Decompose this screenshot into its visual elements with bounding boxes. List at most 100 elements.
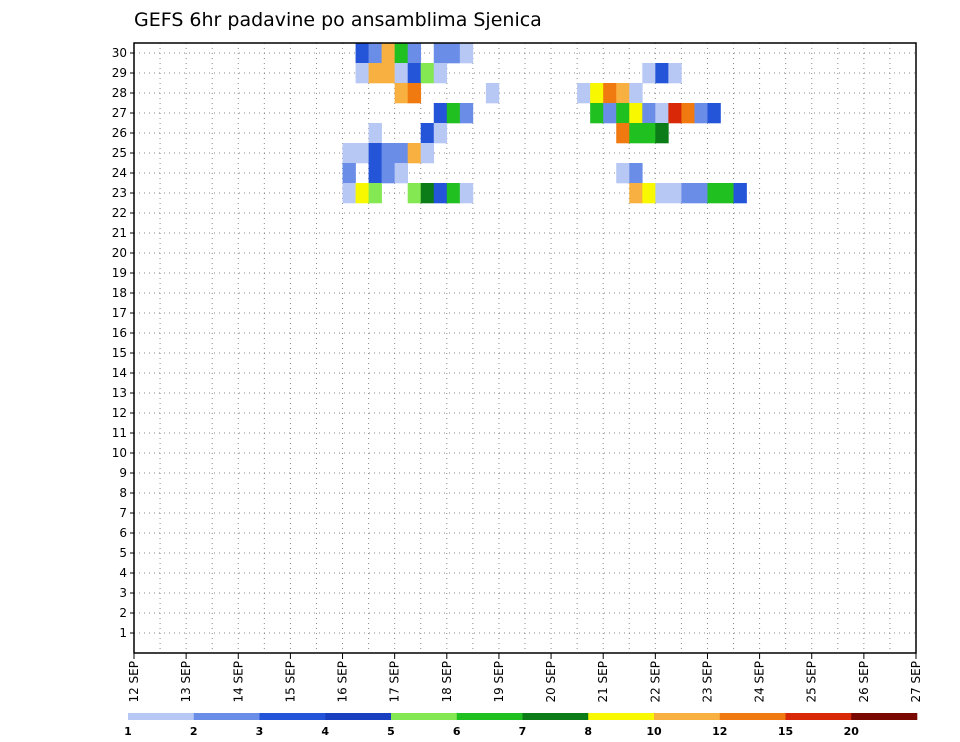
colorbar-label: 12 bbox=[712, 725, 727, 738]
x-tick-label: 27 SEP bbox=[909, 661, 923, 703]
heatmap-cell bbox=[459, 103, 474, 124]
x-tick-label: 19 SEP bbox=[492, 661, 506, 703]
heatmap-cell bbox=[407, 183, 422, 204]
heatmap-cell bbox=[420, 123, 435, 144]
heatmap-cell bbox=[642, 103, 656, 124]
y-tick-label: 30 bbox=[112, 46, 127, 60]
colorbar-label: 7 bbox=[519, 725, 527, 738]
heatmap-cell bbox=[394, 143, 408, 164]
y-tick-label: 19 bbox=[112, 266, 127, 280]
x-tick-label: 26 SEP bbox=[857, 661, 871, 703]
y-tick-label: 22 bbox=[112, 206, 127, 220]
heatmap-cell bbox=[342, 163, 356, 184]
heatmap-cell bbox=[446, 103, 461, 124]
heatmap-cell bbox=[616, 103, 630, 124]
x-tick-label: 13 SEP bbox=[179, 661, 193, 703]
heatmap-cell bbox=[603, 103, 617, 124]
heatmap-cell bbox=[381, 163, 395, 184]
colorbar: 1 2 3 4 5 6 7 8 10 12 15 20 bbox=[124, 713, 918, 738]
chart-title: GEFS 6hr padavine po ansamblima Sjenica bbox=[134, 9, 542, 31]
heatmap-cell bbox=[381, 43, 395, 64]
y-tick-label: 12 bbox=[112, 406, 127, 420]
y-tick-label: 10 bbox=[112, 446, 127, 460]
heatmap-cell bbox=[616, 163, 630, 184]
y-tick-label: 18 bbox=[112, 286, 127, 300]
colorbar-label: 1 bbox=[124, 725, 132, 738]
heatmap-cell bbox=[355, 43, 369, 64]
colorbar-swatch bbox=[522, 713, 589, 720]
grid-lines bbox=[133, 43, 917, 653]
heatmap-cell bbox=[394, 83, 408, 104]
heatmap-cell bbox=[381, 63, 395, 84]
heatmap-cell bbox=[407, 63, 422, 84]
y-tick-label: 1 bbox=[119, 626, 127, 640]
heatmap-cell bbox=[368, 63, 382, 84]
heatmap-cell bbox=[655, 63, 669, 84]
heatmap-cell bbox=[407, 43, 422, 64]
heatmap-cell bbox=[420, 143, 435, 164]
heatmap-cell bbox=[642, 63, 656, 84]
y-tick-label: 25 bbox=[112, 146, 127, 160]
heatmap-cell bbox=[433, 63, 448, 84]
y-tick-label: 15 bbox=[112, 346, 127, 360]
heatmap-cell bbox=[342, 143, 356, 164]
heatmap-cell bbox=[368, 143, 382, 164]
x-tick-label: 17 SEP bbox=[388, 661, 402, 703]
x-axis: 12 SEP 13 SEP 14 SEP 15 SEP 16 SEP 17 SEP 18 S… bbox=[127, 653, 923, 703]
colorbar-swatch bbox=[193, 713, 260, 720]
colorbar-label: 10 bbox=[646, 725, 662, 738]
x-tick-label: 14 SEP bbox=[231, 661, 245, 703]
colorbar-label: 2 bbox=[190, 725, 198, 738]
colorbar-swatch bbox=[785, 713, 852, 720]
y-tick-label: 8 bbox=[119, 486, 127, 500]
heatmap-cell bbox=[655, 183, 669, 204]
heatmap-cell bbox=[394, 163, 408, 184]
colorbar-swatch bbox=[456, 713, 523, 720]
heatmap-cell bbox=[668, 183, 682, 204]
heatmap-cells bbox=[342, 43, 747, 204]
heatmap-cell bbox=[655, 103, 669, 124]
y-tick-label: 29 bbox=[112, 66, 127, 80]
colorbar-swatch bbox=[851, 713, 918, 720]
y-tick-label: 23 bbox=[112, 186, 127, 200]
y-tick-label: 4 bbox=[119, 566, 127, 580]
colorbar-swatch bbox=[391, 713, 458, 720]
heatmap-cell bbox=[694, 103, 708, 124]
heatmap-cell bbox=[433, 123, 448, 144]
colorbar-label: 6 bbox=[453, 725, 461, 738]
heatmap-cell bbox=[629, 103, 643, 124]
heatmap-cell bbox=[381, 143, 395, 164]
heatmap-cell bbox=[655, 123, 669, 144]
heatmap-cell bbox=[681, 103, 695, 124]
y-tick-label: 26 bbox=[112, 126, 127, 140]
y-tick-label: 27 bbox=[112, 106, 127, 120]
x-tick-label: 24 SEP bbox=[753, 661, 767, 703]
heatmap-cell bbox=[577, 83, 591, 104]
heatmap-cell bbox=[433, 43, 448, 64]
colorbar-label: 15 bbox=[778, 725, 793, 738]
y-tick-label: 14 bbox=[112, 366, 127, 380]
heatmap-cell bbox=[355, 183, 369, 204]
heatmap-cell bbox=[642, 183, 656, 204]
heatmap-cell bbox=[459, 43, 474, 64]
heatmap-cell bbox=[629, 183, 643, 204]
colorbar-label: 8 bbox=[584, 725, 592, 738]
x-tick-label: 12 SEP bbox=[127, 661, 141, 703]
x-tick-label: 20 SEP bbox=[544, 661, 558, 703]
heatmap-cell bbox=[629, 123, 643, 144]
heatmap-cell bbox=[668, 103, 682, 124]
y-tick-label: 21 bbox=[112, 226, 127, 240]
heatmap-cell bbox=[433, 183, 448, 204]
heatmap-cell bbox=[446, 43, 461, 64]
colorbar-label: 5 bbox=[387, 725, 395, 738]
heatmap-cell bbox=[368, 163, 382, 184]
y-tick-label: 11 bbox=[112, 426, 127, 440]
colorbar-swatch bbox=[719, 713, 786, 720]
x-tick-label: 21 SEP bbox=[596, 661, 610, 703]
colorbar-swatch bbox=[325, 713, 392, 720]
colorbar-label: 4 bbox=[321, 725, 329, 738]
y-tick-label: 16 bbox=[112, 326, 127, 340]
heatmap-cell bbox=[394, 43, 408, 64]
heatmap-cell bbox=[355, 143, 369, 164]
